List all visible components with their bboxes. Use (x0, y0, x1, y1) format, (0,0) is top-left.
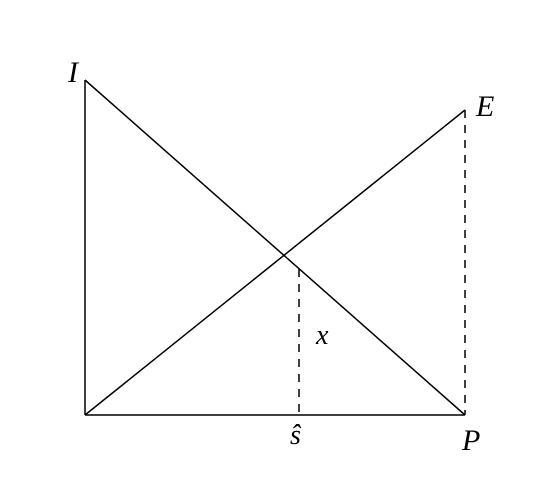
label-x: x (316, 320, 328, 352)
label-P: P (462, 424, 480, 458)
label-s-hat: ŝ (290, 420, 301, 452)
label-E: E (476, 90, 494, 124)
label-I: I (68, 56, 78, 90)
